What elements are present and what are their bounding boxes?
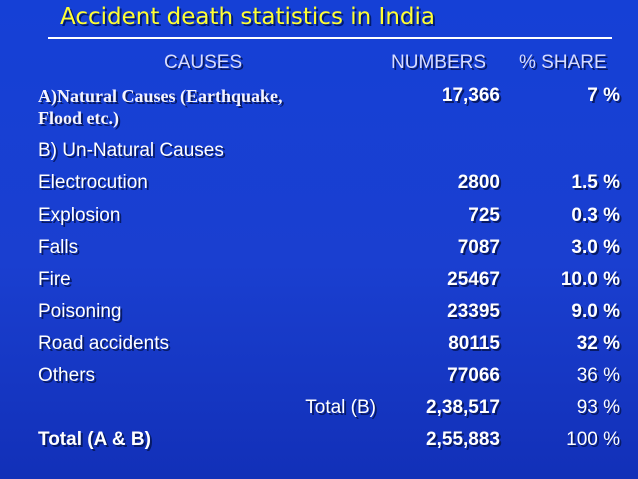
- table-row-cause: Electrocution: [38, 172, 148, 193]
- table-row-number: 77066: [447, 365, 500, 386]
- table-row-number: 23395: [447, 301, 500, 322]
- total-b-number: 2,38,517: [426, 397, 500, 418]
- table-row-cause: Poisoning: [38, 301, 122, 322]
- total-b-label: Total (B): [305, 397, 376, 418]
- header-share: % SHARE: [519, 52, 607, 73]
- title-underline: [48, 37, 612, 39]
- table-row-cause: Fire: [38, 269, 71, 290]
- table-row-share: 1.5 %: [571, 172, 620, 193]
- slide-title: Accident death statistics in India: [60, 4, 435, 30]
- table-row-share: 32 %: [576, 333, 620, 354]
- table-row-cause: Explosion: [38, 205, 121, 226]
- natural-causes-share: 7 %: [587, 85, 620, 106]
- table-row-number: 7087: [457, 237, 500, 258]
- table-row-share: 36 %: [576, 365, 620, 386]
- natural-causes-number: 17,366: [441, 85, 500, 106]
- natural-causes-label-line2: Flood etc.): [38, 108, 119, 128]
- table-row-share: 3.0 %: [571, 237, 620, 258]
- total-ab-label: Total (A & B): [38, 429, 151, 450]
- header-numbers: NUMBERS: [391, 52, 487, 73]
- total-ab-number: 2,55,883: [426, 429, 500, 450]
- table-row-number: 2800: [457, 172, 500, 193]
- natural-causes-label-line1: A)Natural Causes (Earthquake,: [38, 86, 283, 106]
- table-row-share: 10.0 %: [560, 269, 620, 290]
- table-row-share: 9.0 %: [571, 301, 620, 322]
- table-row-cause: Others: [38, 365, 96, 386]
- table-row-cause: Falls: [38, 237, 79, 258]
- table-row-number: 25467: [447, 269, 500, 290]
- total-ab-share: 100 %: [566, 429, 620, 450]
- unnatural-causes-heading: B) Un-Natural Causes: [38, 140, 224, 161]
- table-row-number: 80115: [448, 333, 500, 354]
- header-causes: CAUSES: [164, 52, 243, 73]
- table-row-share: 0.3 %: [571, 205, 620, 226]
- table-row-number: 725: [468, 205, 500, 226]
- table-row-cause: Road accidents: [38, 333, 169, 354]
- total-b-share: 93 %: [576, 397, 620, 418]
